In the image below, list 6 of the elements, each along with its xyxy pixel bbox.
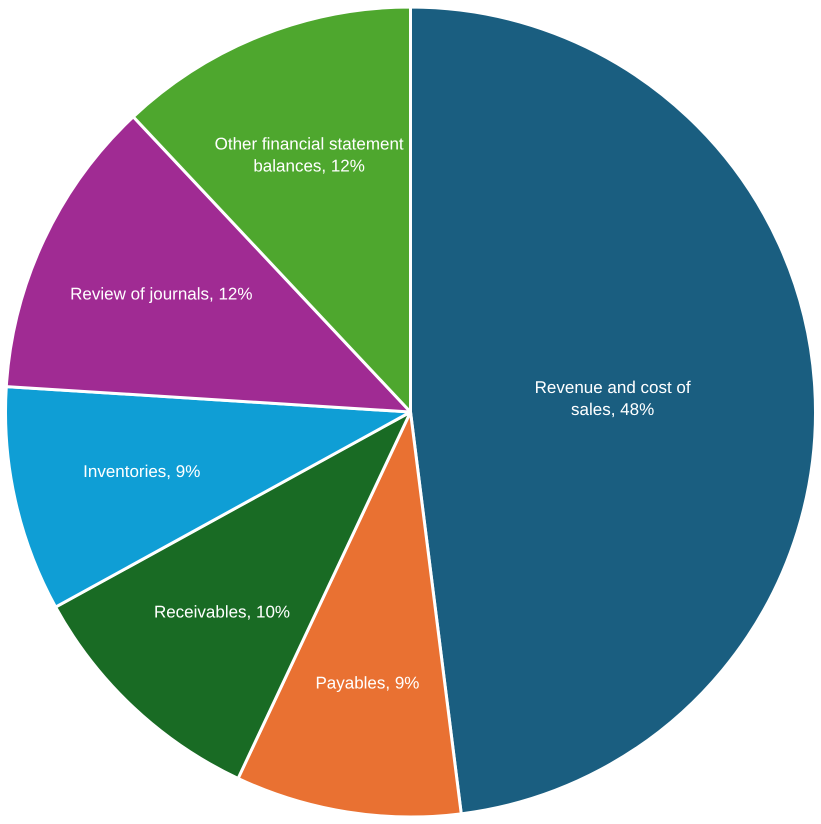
slice-label: Other financial statement balances, 12%	[214, 134, 404, 176]
slice-label: Inventories, 9%	[83, 462, 200, 481]
slice-label: Revenue and cost of sales, 48%	[534, 378, 691, 419]
slice-label: Review of journals, 12%	[70, 284, 252, 304]
slice-label: Receivables, 10%	[154, 602, 290, 622]
slice-label: Payables, 9%	[315, 674, 420, 693]
